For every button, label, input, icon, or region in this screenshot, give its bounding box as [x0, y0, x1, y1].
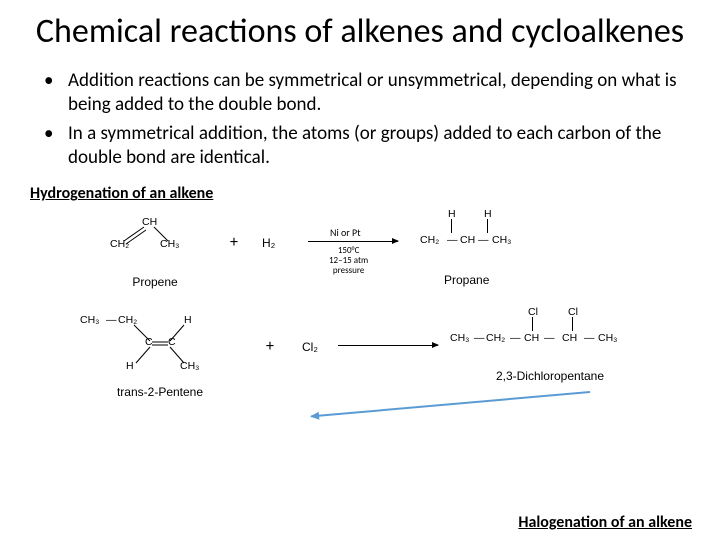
dcp-ch2b: CH: [562, 333, 577, 344]
propene-label: Propene: [110, 275, 200, 289]
propane-ch3: CH₃: [492, 235, 511, 246]
rxn1-arrow-icon: [308, 241, 398, 242]
propane-ch2: CH₂: [420, 235, 439, 246]
dcp-ch3r: CH₃: [598, 333, 617, 344]
dcp-ch3l: CH₃: [450, 333, 469, 344]
dcp-cl2: Cl: [568, 307, 578, 318]
t2p-h2: H: [126, 361, 134, 372]
reaction-hydrogenation: CH CH₂ CH₃ Propene + H₂ Ni or Pt 150°C 1…: [30, 209, 690, 309]
dcp-ch2: CH₂: [486, 333, 505, 344]
t2p-label: trans-2-Pentene: [80, 385, 240, 399]
dcp-bond1-icon: [532, 317, 533, 331]
slide-title: Chemical reactions of alkenes and cycloa…: [30, 12, 690, 51]
rxn2-arrow-icon: [338, 345, 438, 346]
rxn1-catalyst: Ni or Pt: [330, 226, 361, 239]
propane-label: Propane: [444, 273, 550, 287]
dcp-ch1: CH: [524, 333, 539, 344]
rxn1-cond-l3: pressure: [329, 266, 368, 276]
bullet-list: Addition reactions can be symmetrical or…: [30, 69, 690, 170]
bullet-1: Addition reactions can be symmetrical or…: [54, 69, 690, 118]
mol-dichloropentane: Cl Cl CH₃ — CH₂ — CH — CH — CH₃ 2,3-Dich…: [450, 307, 650, 383]
mol-propene: CH CH₂ CH₃ Propene: [110, 217, 200, 289]
rxn1-plus: +: [230, 233, 238, 252]
propane-h1: H: [448, 209, 456, 220]
rxn2-plus: +: [266, 337, 274, 356]
rxn1-h2: H₂: [262, 237, 275, 249]
mol-trans-2-pentene: CH₃ — CH₂ H C C H CH₃: [80, 315, 240, 399]
reaction-halogenation: CH₃ — CH₂ H C C H CH₃: [30, 315, 690, 425]
subheading-hydrogenation: Hydrogenation of an alkene: [30, 184, 690, 203]
propene-bonds-icon: [110, 217, 200, 257]
dcp-cl1: Cl: [528, 307, 538, 318]
propane-h2: H: [484, 209, 492, 220]
rxn2-cl2: Cl₂: [302, 341, 318, 353]
propane-bond1-icon: [451, 219, 452, 233]
dcp-label: 2,3-Dichloropentane: [450, 369, 650, 383]
rxn1-conditions: 150°C 12–15 atm pressure: [329, 246, 368, 276]
t2p-c2: C: [168, 337, 176, 348]
propane-ch: CH: [460, 235, 475, 246]
t2p-ch3r: CH₃: [180, 361, 199, 372]
bullet-2: In a symmetrical addition, the atoms (or…: [54, 122, 690, 171]
t2p-c1: C: [145, 337, 153, 348]
mol-propane: H H CH₂ — CH — CH₃ Propane: [420, 209, 550, 287]
blue-callout-arrow-icon: [311, 391, 590, 417]
dcp-bond2-icon: [572, 317, 573, 331]
slide: Chemical reactions of alkenes and cycloa…: [0, 0, 720, 540]
subheading-halogenation: Halogenation of an alkene: [518, 513, 692, 532]
reactions-area: CH CH₂ CH₃ Propene + H₂ Ni or Pt 150°C 1…: [30, 209, 690, 425]
propane-bond2-icon: [487, 219, 488, 233]
t2p-bonds-icon: [80, 315, 240, 375]
